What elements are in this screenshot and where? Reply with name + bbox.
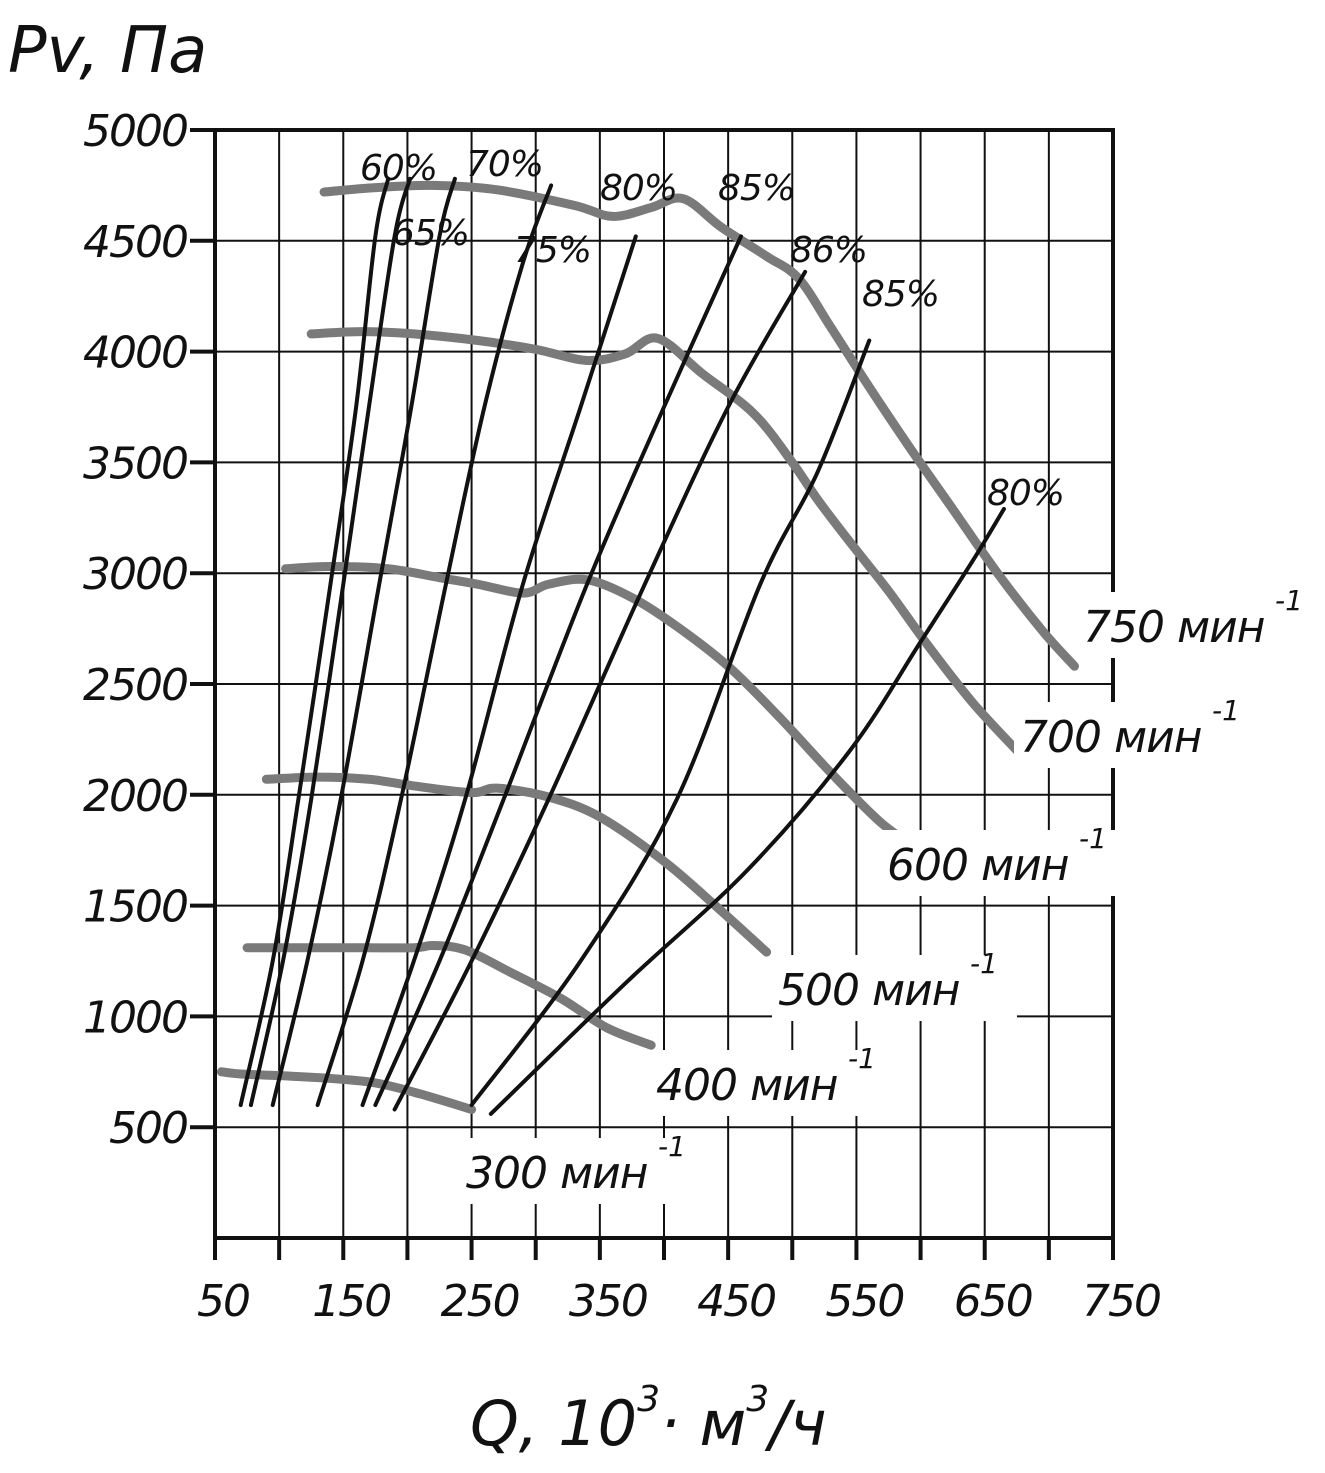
speed-curve-4 (306, 327, 1022, 755)
x-axis-label-sup1: 3 (637, 1379, 660, 1420)
efficiency-curves (238, 176, 1006, 1116)
efficiency-label: 65% (392, 213, 469, 254)
speed-curve-0 (216, 1067, 477, 1114)
speed-label: 750 мин (1083, 602, 1265, 653)
y-tick-label: 4500 (83, 217, 187, 268)
efficiency-curve-0 (238, 176, 391, 1108)
speed-curve-2 (261, 772, 772, 957)
efficiency-label: 80% (987, 473, 1064, 514)
y-tick-label: 2000 (83, 771, 187, 822)
speed-label-bg (1014, 702, 1259, 768)
x-tick-label: 750 (1082, 1276, 1160, 1327)
efficiency-curve-5 (373, 234, 743, 1108)
efficiency-curve-2 (270, 176, 457, 1108)
speed-label-exponent: -1 (1079, 822, 1107, 855)
y-axis-label: Pv, Па (8, 14, 207, 88)
x-tick-label: 550 (825, 1276, 903, 1327)
speed-curve-3 (281, 562, 926, 855)
x-axis-label-sup2: 3 (746, 1379, 769, 1420)
x-tick-label: 450 (697, 1276, 775, 1327)
x-axis-label-mid: м (680, 1387, 746, 1460)
y-tick-label: 2500 (83, 660, 187, 711)
speed-label-exponent: -1 (970, 947, 998, 980)
efficiency-curve-7 (469, 338, 872, 1108)
x-tick-label: 250 (441, 1276, 519, 1327)
speed-label: 300 мин (466, 1148, 648, 1199)
x-tick-label: 350 (569, 1276, 647, 1327)
efficiency-curve-8 (488, 506, 1006, 1116)
speed-label-bg (1077, 592, 1322, 658)
efficiency-label: 85% (862, 274, 939, 315)
x-axis-label-dot: · (660, 1387, 680, 1460)
speed-label-bg (881, 830, 1126, 896)
x-axis-label-prefix: Q, 10 (470, 1387, 637, 1460)
efficiency-curve-1 (248, 176, 412, 1108)
y-tick-label: 500 (109, 1103, 187, 1154)
efficiency-curve-6 (392, 269, 808, 1112)
speed-label: 700 мин (1020, 712, 1202, 763)
speed-label-bg (460, 1138, 705, 1204)
speed-label-bg (772, 955, 1017, 1021)
speed-label-exponent: -1 (658, 1130, 686, 1163)
tick-labels: 500 1000 1500 2000 2500 3000 3500 4000 4500 5000 5… (83, 106, 1162, 1327)
y-tick-label: 4000 (83, 328, 187, 379)
speed-curve-5 (319, 180, 1080, 671)
efficiency-label: 75% (514, 230, 591, 271)
efficiency-label: 85% (718, 168, 795, 209)
speed-label: 500 мин (778, 965, 960, 1016)
efficiency-label: 86% (790, 230, 867, 271)
x-tick-label: 50 (197, 1276, 249, 1327)
y-tick-label: 1500 (83, 882, 187, 933)
speed-label-exponent: -1 (848, 1042, 876, 1075)
x-tick-label: 150 (312, 1276, 390, 1327)
curve-labels: 60%65%70%75%80% 85%86%85%80%300 мин-1400 … (360, 144, 1322, 1204)
efficiency-label: 70% (466, 144, 543, 185)
x-tick-label: 650 (954, 1276, 1032, 1327)
speed-label-exponent: -1 (1212, 694, 1240, 727)
x-axis-label-suffix: /ч (764, 1387, 827, 1460)
speed-label: 600 мин (887, 840, 1069, 891)
speed-label-bg (650, 1050, 895, 1116)
efficiency-label: 60% (360, 148, 437, 189)
y-tick-label: 3500 (83, 438, 187, 489)
speed-label-exponent: -1 (1275, 584, 1303, 617)
y-tick-label: 1000 (83, 992, 187, 1043)
efficiency-label: 80% (600, 168, 677, 209)
plot-frame (190, 128, 1115, 1260)
speed-label: 400 мин (656, 1060, 838, 1111)
x-axis-label: Q, 103· м3/ч (470, 1379, 827, 1460)
y-tick-label: 3000 (83, 549, 187, 600)
y-tick-label: 5000 (83, 106, 187, 157)
efficiency-curve-4 (360, 234, 638, 1108)
efficiency-curve-3 (315, 183, 554, 1108)
